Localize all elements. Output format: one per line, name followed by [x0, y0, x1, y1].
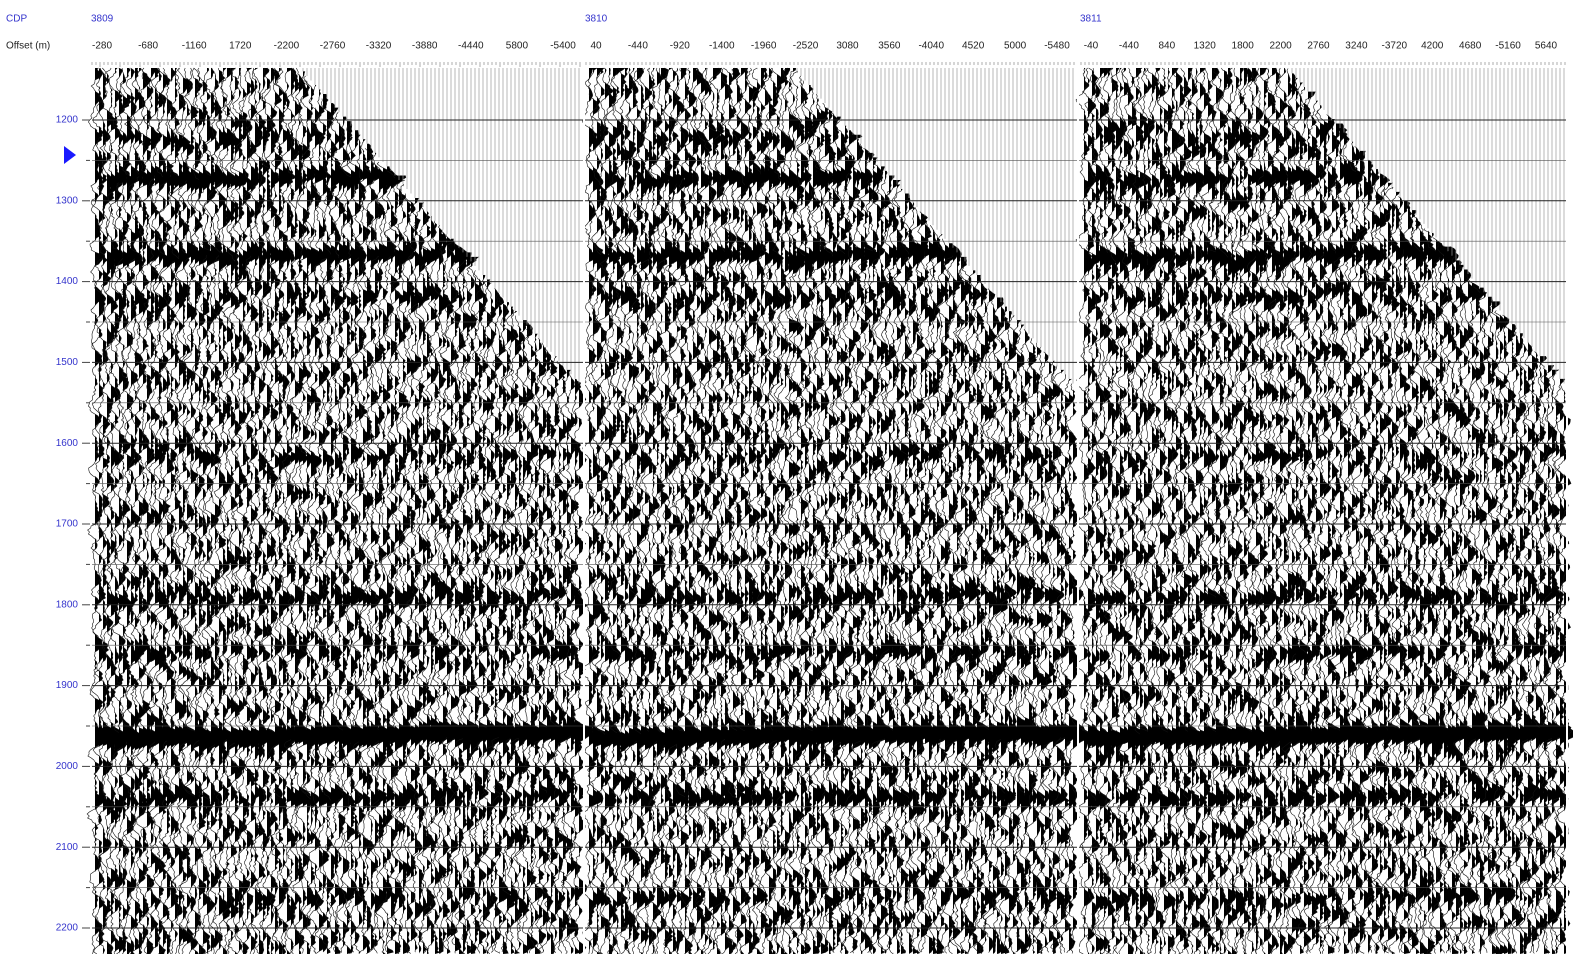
offset-label: -3880: [412, 41, 438, 52]
offset-label: 4520: [962, 41, 985, 52]
cdp-number: 3811: [1080, 14, 1102, 25]
offset-label: -1160: [182, 41, 207, 52]
time-label: 1700: [56, 519, 79, 530]
seismic-viewer: CDP Offset (m) 3809 -280 -680 -1160 1720 -220…: [0, 0, 1573, 954]
offset-label: -2760: [320, 41, 346, 52]
offset-label: -1960: [751, 41, 777, 52]
offset-label: -440: [628, 41, 648, 52]
offset-label: 4680: [1459, 41, 1482, 52]
offset-label: 1720: [229, 41, 252, 52]
offset-label: -40: [1084, 41, 1099, 52]
offset-label: 1320: [1194, 41, 1217, 52]
offset-label: -4040: [918, 41, 944, 52]
offset-label: -5400: [550, 41, 576, 52]
offset-label: 4200: [1421, 41, 1444, 52]
time-label: 1300: [56, 195, 79, 206]
offset-label: 5640: [1535, 41, 1558, 52]
offset-label: 840: [1158, 41, 1175, 52]
page: CDP Offset (m) 3809 -280 -680 -1160 1720 -220…: [0, 0, 1573, 954]
offset-label: -5480: [1044, 41, 1070, 52]
offset-label: -2520: [793, 41, 819, 52]
offset-label: 2200: [1269, 41, 1292, 52]
time-label: 2200: [56, 923, 79, 934]
offset-label: -1400: [709, 41, 735, 52]
offset-label: -3720: [1382, 41, 1408, 52]
offset-label: 5800: [506, 41, 529, 52]
offset-label: 3240: [1345, 41, 1368, 52]
offset-label: -2200: [274, 41, 300, 52]
time-label: 2100: [56, 842, 79, 853]
time-label: 1600: [56, 438, 79, 449]
offset-label: Offset (m): [6, 41, 50, 52]
cdp-label: CDP: [6, 14, 27, 25]
offset-label: 3560: [878, 41, 901, 52]
offset-label: 3080: [836, 41, 859, 52]
offset-label: -3320: [366, 41, 392, 52]
offset-label: -280: [92, 41, 112, 52]
cdp-number: 3809: [91, 14, 114, 25]
time-label: 2000: [56, 761, 79, 772]
time-label: 1800: [56, 599, 79, 610]
offset-label: -4440: [458, 41, 484, 52]
offset-label: 2760: [1307, 41, 1330, 52]
offset-label: 1800: [1232, 41, 1255, 52]
time-label: 1400: [56, 276, 79, 287]
offset-label: 40: [590, 41, 602, 52]
time-label: 1900: [56, 680, 79, 691]
time-label: 1500: [56, 357, 79, 368]
offset-label: -440: [1119, 41, 1139, 52]
offset-label: -680: [138, 41, 158, 52]
offset-label: 5000: [1004, 41, 1027, 52]
cdp-number: 3810: [585, 14, 608, 25]
time-label: 1200: [56, 115, 79, 126]
offset-label: -920: [670, 41, 690, 52]
offset-label: -5160: [1495, 41, 1521, 52]
